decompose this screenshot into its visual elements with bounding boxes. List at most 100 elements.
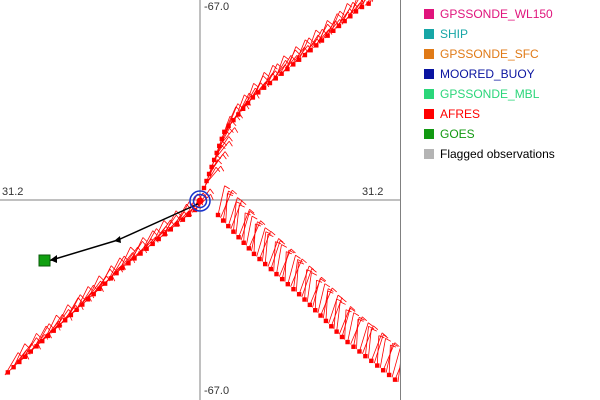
afres-observation-point[interactable] — [273, 76, 278, 81]
observation-plot[interactable]: -67.0 -67.0 31.2 31.2 — [0, 0, 401, 400]
afres-observation-point[interactable] — [386, 372, 392, 378]
afres-observation-point[interactable] — [329, 324, 334, 329]
afres-observation-point[interactable] — [241, 240, 246, 245]
afres-observation-point[interactable] — [274, 271, 279, 277]
afres-observation-point[interactable] — [291, 62, 296, 67]
afres-observation-point[interactable] — [132, 256, 137, 261]
storm-center-marker[interactable] — [189, 190, 211, 212]
afres-observation-point[interactable] — [267, 80, 273, 86]
afres-observation-point[interactable] — [323, 318, 329, 324]
afres-observation-point[interactable] — [359, 4, 365, 10]
afres-observation-point[interactable] — [174, 222, 180, 227]
afres-observation-point[interactable] — [246, 246, 252, 251]
legend-item-gpssonde-mbl[interactable]: GPSSONDE_MBL — [424, 86, 594, 106]
afres-observation-point[interactable] — [261, 85, 267, 90]
afres-observation-point[interactable] — [231, 117, 236, 123]
afres-observation-point[interactable] — [11, 364, 16, 370]
afres-observation-point[interactable] — [217, 143, 222, 149]
afres-observation-point[interactable] — [28, 349, 33, 354]
afres-observation-point[interactable] — [307, 302, 313, 308]
afres-observation-point[interactable] — [150, 241, 155, 247]
afres-observation-point[interactable] — [22, 354, 28, 359]
legend-item-flagged-observations[interactable]: Flagged observations — [424, 146, 594, 166]
afres-observation-point[interactable] — [240, 106, 246, 112]
afres-observation-point[interactable] — [17, 359, 22, 365]
afres-observation-point[interactable] — [74, 307, 79, 312]
afres-observation-point[interactable] — [85, 297, 91, 302]
afres-observation-point[interactable] — [162, 231, 167, 237]
afres-observation-point[interactable] — [180, 217, 186, 222]
afres-observation-point[interactable] — [126, 261, 131, 266]
afres-observation-point[interactable] — [363, 353, 368, 359]
afres-observation-point[interactable] — [168, 227, 174, 232]
afres-observation-point[interactable] — [57, 323, 62, 328]
legend-item-ship[interactable]: SHIP — [424, 26, 594, 46]
afres-observation-point[interactable] — [138, 251, 143, 256]
observation-map[interactable] — [0, 0, 400, 400]
afres-observation-point[interactable] — [51, 328, 56, 333]
afres-observation-point[interactable] — [285, 66, 290, 72]
afres-observation-point[interactable] — [318, 313, 323, 318]
afres-observation-point[interactable] — [5, 370, 11, 375]
afres-observation-point[interactable] — [256, 90, 261, 95]
afres-observation-point[interactable] — [375, 363, 380, 368]
afres-observation-point[interactable] — [345, 339, 350, 345]
afres-observation-point[interactable] — [219, 136, 224, 142]
afres-observation-point[interactable] — [334, 329, 339, 334]
afres-observation-point[interactable] — [331, 28, 336, 34]
afres-observation-point[interactable] — [279, 276, 285, 282]
afres-observation-point[interactable] — [114, 270, 119, 276]
afres-observation-point[interactable] — [302, 297, 307, 302]
afres-observation-point[interactable] — [257, 256, 262, 262]
afres-observation-point[interactable] — [91, 291, 96, 297]
afres-observation-point[interactable] — [156, 236, 161, 242]
afres-observation-point[interactable] — [220, 218, 226, 223]
legend-item-afres[interactable]: AFRES — [424, 106, 594, 126]
afres-observation-point[interactable] — [40, 338, 45, 344]
afres-observation-point[interactable] — [45, 333, 51, 339]
afres-observation-point[interactable] — [313, 308, 318, 313]
afres-observation-point[interactable] — [342, 18, 347, 24]
afres-observation-point[interactable] — [209, 164, 214, 170]
afres-observation-point[interactable] — [351, 344, 356, 349]
afres-observation-point[interactable] — [231, 229, 236, 234]
afres-observation-point[interactable] — [380, 368, 386, 373]
afres-observation-point[interactable] — [250, 95, 256, 100]
afres-observation-point[interactable] — [319, 38, 325, 43]
afres-observation-point[interactable] — [204, 178, 209, 184]
afres-observation-point[interactable] — [236, 112, 241, 117]
afres-observation-point[interactable] — [325, 33, 330, 38]
afres-observation-point[interactable] — [392, 377, 398, 382]
afres-observation-point[interactable] — [308, 48, 313, 53]
afres-observation-point[interactable] — [369, 358, 374, 364]
afres-observation-point[interactable] — [357, 349, 362, 354]
afres-observation-point[interactable] — [296, 57, 302, 62]
afres-observation-point[interactable] — [102, 281, 108, 286]
afres-observation-point[interactable] — [302, 52, 308, 58]
afres-observation-point[interactable] — [186, 212, 192, 218]
afres-observation-point[interactable] — [245, 100, 251, 106]
afres-observation-point[interactable] — [336, 23, 342, 29]
legend-item-gpssonde-wl150[interactable]: GPSSONDE_WL150 — [424, 6, 594, 26]
legend-item-goes[interactable]: GOES — [424, 126, 594, 146]
afres-observation-point[interactable] — [262, 261, 268, 267]
afres-observation-point[interactable] — [201, 185, 207, 191]
afres-observation-point[interactable] — [34, 344, 39, 349]
afres-observation-point[interactable] — [339, 334, 345, 340]
afres-observation-point[interactable] — [214, 150, 219, 156]
afres-observation-point[interactable] — [68, 312, 74, 318]
afres-observation-point[interactable] — [285, 281, 291, 287]
afres-observation-point[interactable] — [251, 251, 257, 257]
afres-observation-point[interactable] — [268, 266, 274, 272]
afres-observation-point[interactable] — [226, 223, 231, 229]
afres-observation-point[interactable] — [211, 157, 217, 163]
afres-observation-point[interactable] — [236, 235, 241, 240]
afres-observation-point[interactable] — [144, 246, 149, 251]
afres-observation-point[interactable] — [353, 9, 359, 14]
afres-observation-point[interactable] — [120, 265, 125, 271]
afres-observation-point[interactable] — [296, 292, 302, 297]
afres-observation-point[interactable] — [314, 43, 319, 48]
observation-points[interactable] — [5, 1, 398, 382]
afres-observation-point[interactable] — [279, 71, 284, 76]
afres-observation-point[interactable] — [215, 212, 221, 218]
